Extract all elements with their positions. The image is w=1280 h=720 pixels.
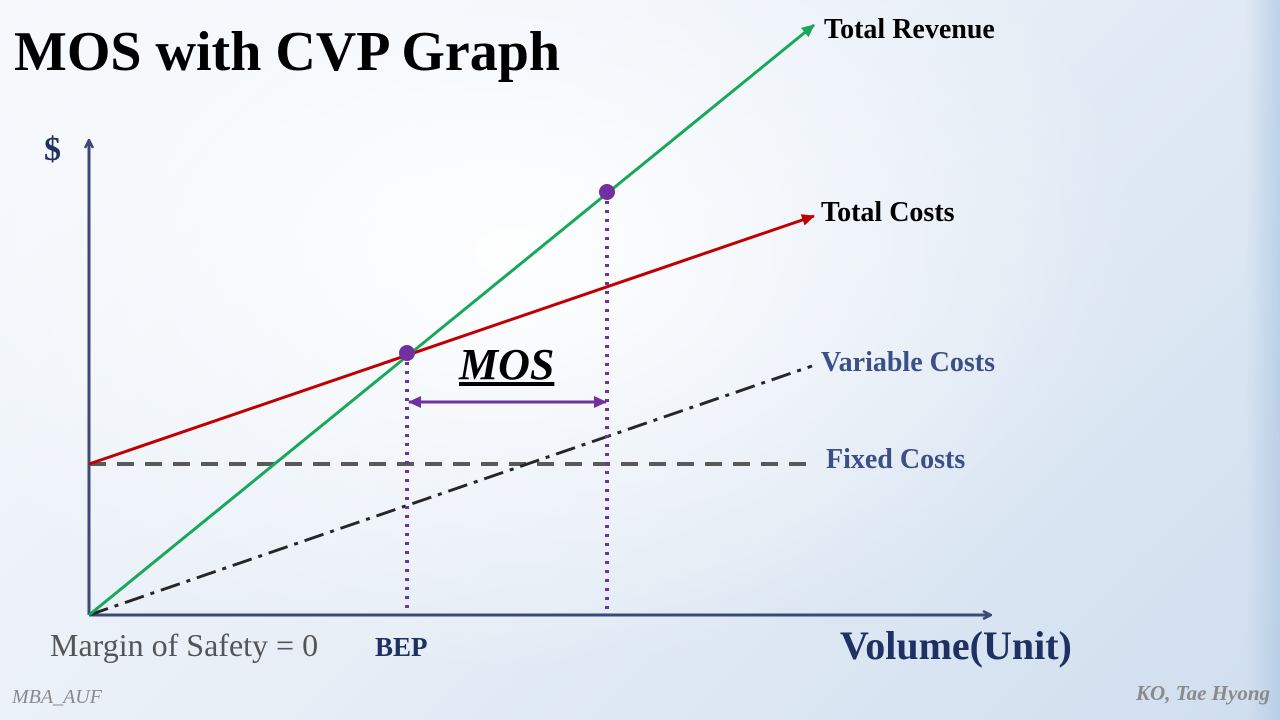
variable-costs-label: Variable Costs [821, 347, 995, 378]
variable-costs-line [88, 364, 813, 617]
margin-of-safety-text: Margin of Safety = 0 [50, 627, 319, 663]
footer-right-text: KO, Tae Hyong [1136, 681, 1270, 705]
fixed-costs-label: Fixed Costs [826, 444, 966, 475]
y-axis-label: $ [44, 131, 61, 168]
total-costs-label: Total Costs [821, 197, 955, 228]
slide-decorative-band [1246, 0, 1280, 720]
total-revenue-label: Total Revenue [824, 14, 995, 45]
total-costs-line [88, 214, 815, 466]
x-axis-label: Volume(Unit) [840, 623, 1072, 668]
total-revenue-line [88, 23, 815, 617]
slide-title: MOS with CVP Graph [14, 21, 561, 83]
footer-left-text: MBA_AUF [12, 686, 102, 708]
actual-sales-point [599, 184, 615, 200]
bep-point [399, 345, 415, 361]
bep-label: BEP [375, 632, 428, 662]
mos-label: MOS [459, 340, 555, 389]
